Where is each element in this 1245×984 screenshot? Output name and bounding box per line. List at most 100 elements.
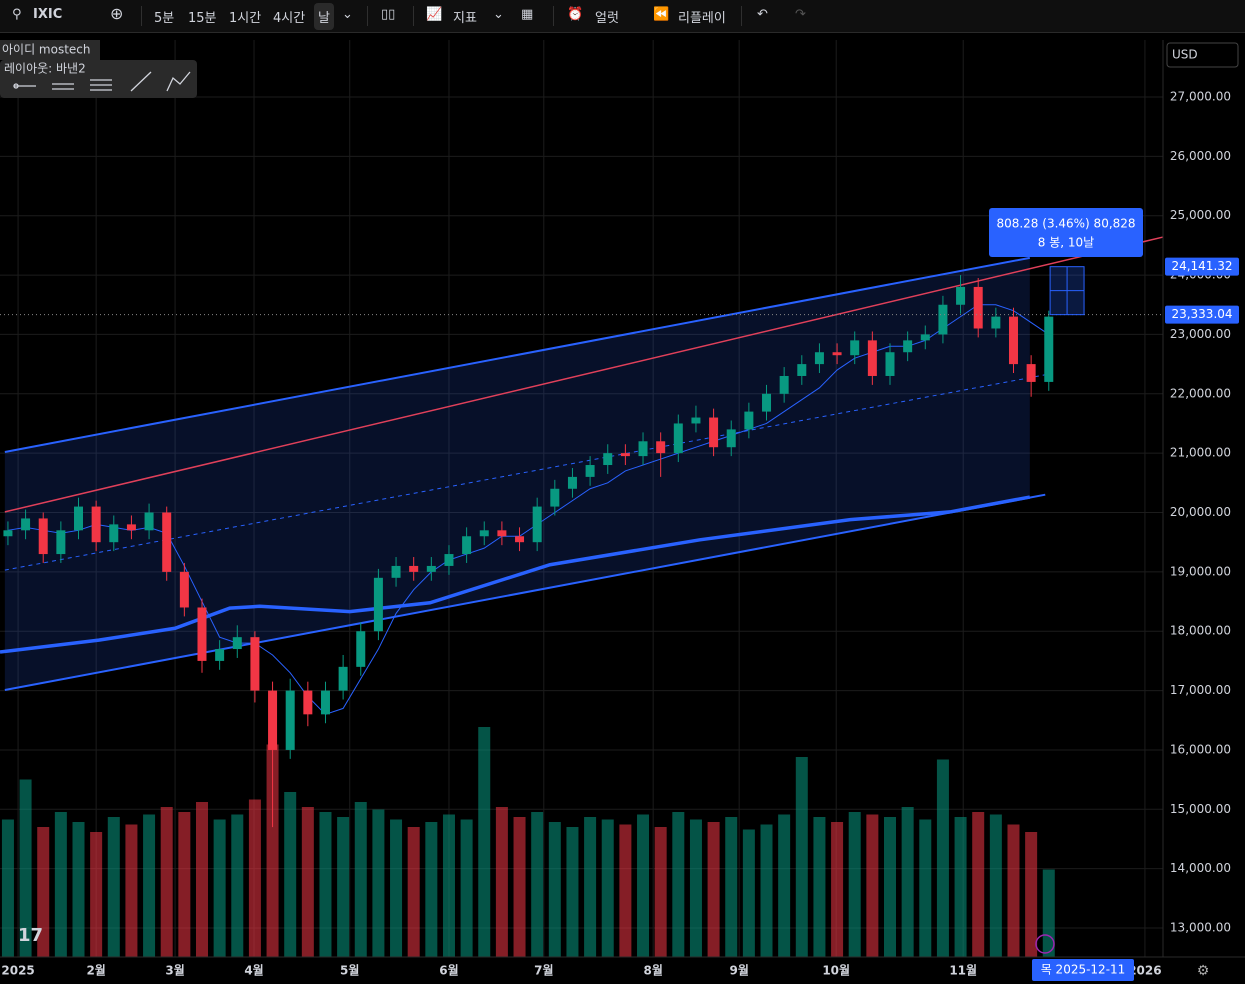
separator xyxy=(413,6,414,26)
replay[interactable]: 리플레이 xyxy=(678,11,726,26)
price-marker xyxy=(1165,257,1239,276)
measure-label: 808.28 (3.46%) 80,828 xyxy=(996,217,1135,231)
measure-sublabel: 8 봉, 10날 xyxy=(1038,236,1094,250)
y-tick-label: 25,000.00 xyxy=(1170,208,1231,222)
indicator-line xyxy=(4,493,1046,691)
search-icon[interactable]: ⚲ xyxy=(12,7,22,22)
legend-box xyxy=(0,40,100,60)
volume-bar xyxy=(778,814,791,957)
volume-bar xyxy=(689,819,702,957)
add-symbol[interactable]: ⊕ xyxy=(110,4,124,23)
volume-bar xyxy=(284,792,297,957)
y-tick-label: 20,000.00 xyxy=(1170,505,1231,519)
indicator-line xyxy=(4,236,1164,513)
templates[interactable]: ▦ xyxy=(521,7,534,22)
symbol[interactable]: IXIC xyxy=(33,7,63,22)
date-marker-label: 목 2025-12-11 xyxy=(1041,963,1126,977)
candle-body xyxy=(126,524,136,531)
volume-bar xyxy=(319,812,332,957)
separator xyxy=(367,6,368,26)
candle-body xyxy=(56,530,66,555)
volume-bar xyxy=(160,807,173,957)
replay-icon[interactable]: ⏪ xyxy=(653,7,670,22)
candle-body xyxy=(320,690,330,715)
candle-body xyxy=(144,512,154,531)
toolbar: ⚲ IXIC ⊕ 5분 15분 1시간 4시간 날 ⌄ ▯▯ 📈 지표 ⌄ ▦ … xyxy=(0,0,1245,33)
volume-bar xyxy=(654,827,667,957)
candle-body xyxy=(479,530,489,537)
candle-body xyxy=(215,649,225,661)
candle-body xyxy=(585,465,595,477)
alert-icon[interactable]: ⏰ xyxy=(567,7,584,22)
legend-box xyxy=(0,60,197,98)
logo[interactable]: 17 xyxy=(18,925,43,946)
volume-bar xyxy=(901,807,914,957)
candle-body xyxy=(885,352,895,376)
chart-type[interactable]: ▯▯ xyxy=(381,7,396,22)
volume-bar xyxy=(795,757,808,957)
volume-bar xyxy=(213,819,226,957)
volume-bar xyxy=(407,827,420,957)
volume-bar xyxy=(478,727,491,957)
volume-bar xyxy=(813,817,826,957)
volume-bar xyxy=(143,814,156,957)
flash-icon[interactable] xyxy=(1035,934,1055,954)
legend-layout: 레이아웃: 바낸2 xyxy=(4,62,86,76)
settings[interactable]: ⚙ xyxy=(1197,963,1210,979)
volume-bar xyxy=(372,809,385,957)
y-tick-label: 23,000.00 xyxy=(1170,327,1231,341)
volume-bar xyxy=(725,817,738,957)
y-tick-label: 22,000.00 xyxy=(1170,386,1231,400)
candle-body xyxy=(550,488,560,507)
volume-bar xyxy=(301,807,314,957)
volume-bar xyxy=(1007,824,1020,957)
x-tick-label: 10월 xyxy=(822,963,850,978)
indicators[interactable]: 지표 xyxy=(453,11,477,26)
currency[interactable]: USD xyxy=(1172,48,1198,62)
undo[interactable]: ↶ xyxy=(757,7,768,22)
volume-bar xyxy=(548,822,561,957)
volume-bar xyxy=(337,817,350,957)
candle-body xyxy=(179,571,189,608)
candle-body xyxy=(673,423,683,454)
candle-body xyxy=(709,417,719,448)
volume-bar xyxy=(425,822,438,957)
x-tick-label: 9월 xyxy=(729,963,748,978)
price-marker-label: 23,333.04 xyxy=(1171,307,1232,321)
redo[interactable]: ↷ xyxy=(795,7,806,22)
volume-bar xyxy=(584,817,597,957)
interval[interactable]: 15분 xyxy=(188,11,217,26)
volume-bar xyxy=(442,814,455,957)
indicator-icon[interactable]: 📈 xyxy=(426,7,443,22)
currency-select[interactable] xyxy=(1166,42,1239,68)
volume-bar xyxy=(390,819,403,957)
candle-body xyxy=(162,512,172,572)
volume-bar xyxy=(1,819,14,957)
alert[interactable]: 얼럿 xyxy=(595,11,619,26)
candle-body xyxy=(373,577,383,632)
volume-bar xyxy=(672,812,685,957)
candle-body xyxy=(762,393,772,412)
candle-body xyxy=(303,690,313,715)
candle-body xyxy=(197,607,207,661)
legend-user: 아이디 mostech xyxy=(2,43,91,57)
interval[interactable]: 날 xyxy=(314,3,334,30)
candle-body xyxy=(903,340,913,353)
candle-body xyxy=(938,304,948,335)
x-tick-label: 5월 xyxy=(340,963,359,978)
interval[interactable]: 1시간 xyxy=(229,11,262,26)
volume-bar xyxy=(1042,869,1055,957)
candle-body xyxy=(74,506,84,531)
candle-body xyxy=(444,554,454,566)
drawing-tools[interactable] xyxy=(13,71,191,92)
dropdown[interactable]: ⌄ xyxy=(493,7,504,22)
dropdown[interactable]: ⌄ xyxy=(342,7,353,22)
indicator-line xyxy=(4,374,1046,571)
x-tick-label: 8월 xyxy=(643,963,662,978)
candle-body xyxy=(726,429,736,448)
interval[interactable]: 4시간 xyxy=(273,11,306,26)
interval[interactable]: 5분 xyxy=(154,11,175,26)
volume-bar xyxy=(178,812,191,957)
candle-body xyxy=(391,565,401,578)
price-marker-label: 24,141.32 xyxy=(1171,259,1232,273)
